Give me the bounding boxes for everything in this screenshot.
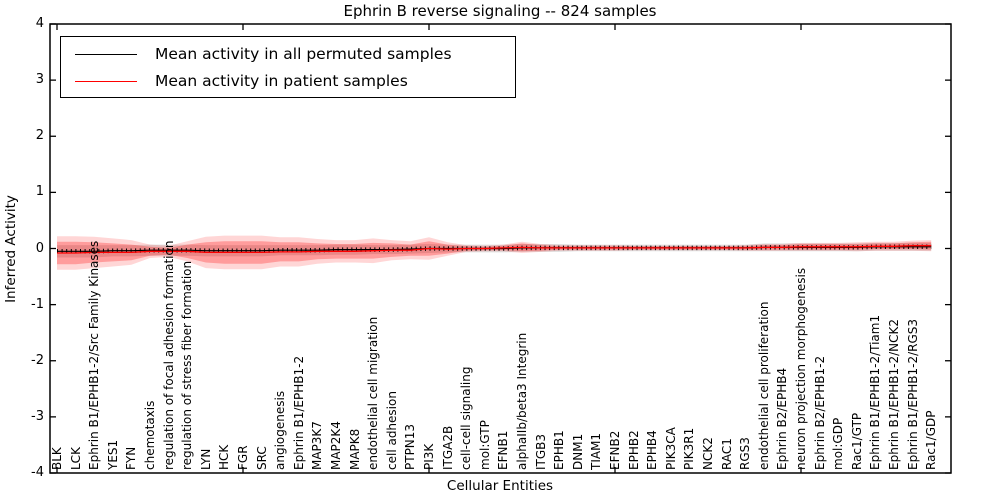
y-tick-label: -1: [31, 296, 44, 312]
x-axis-label: Cellular Entities: [446, 478, 554, 494]
legend-item-patient: Mean activity in patient samples: [61, 68, 408, 94]
y-tick-label: -4: [31, 465, 44, 480]
x-category-label: endothelial cell proliferation: [756, 301, 771, 470]
y-tick-label: 2: [35, 128, 44, 144]
x-category-label: PIK3R1: [682, 427, 697, 470]
legend-label: Mean activity in all permuted samples: [155, 45, 452, 63]
y-tick-label: -3: [31, 408, 44, 424]
legend-label: Mean activity in patient samples: [155, 72, 408, 90]
y-tick-label: 0: [35, 240, 44, 256]
x-category-label: LYN: [198, 448, 213, 470]
x-category-label: cell adhesion: [384, 391, 399, 470]
x-category-label: angiogenesis: [273, 390, 288, 470]
x-category-label: ITGA2B: [440, 425, 455, 470]
y-tick-label: 1: [35, 184, 44, 200]
x-category-label: Ephrin B1/EPHB1-2/NCK2: [887, 319, 901, 470]
x-category-label: MAPK8: [347, 428, 362, 470]
x-category-label: alphaIIb/beta3 Integrin: [515, 332, 529, 470]
x-category-label: LCK: [68, 447, 83, 470]
patient-samples-spread-inner-band: [57, 241, 932, 265]
x-category-label: PTPN13: [403, 423, 418, 470]
x-category-label: NCK2: [701, 437, 715, 470]
chart-title: Ephrin B reverse signaling -- 824 sample…: [343, 2, 657, 20]
x-category-label: Ephrin B1/EPHB1-2/RGS3: [905, 318, 920, 470]
x-category-label: HCK: [217, 444, 232, 470]
y-tick-label: -2: [31, 352, 44, 368]
x-category-label: endothelial cell migration: [366, 316, 381, 470]
legend: Mean activity in all permuted samples Me…: [60, 36, 516, 98]
x-category-label: FYN: [124, 446, 139, 470]
x-category-label: Ephrin B1/EPHB1-2/Tiam1: [868, 314, 883, 470]
x-category-label: Rac1/GTP: [849, 412, 864, 470]
patient-mean-line: [57, 245, 932, 254]
x-category-label: PI3K: [422, 443, 436, 470]
x-category-label: Ephrin B2/EPHB4: [775, 367, 790, 470]
x-category-label: TIAM1: [589, 432, 604, 470]
x-category-label: RAC1: [719, 438, 734, 470]
x-category-label: EPHB1: [552, 430, 567, 470]
x-category-label: RGS3: [738, 437, 753, 470]
x-category-label: Rac1/GDP: [924, 410, 939, 470]
x-category-label: EPHB2: [626, 430, 641, 470]
x-category-label: Ephrin B2/EPHB1-2: [812, 355, 827, 470]
x-category-label: mol:GTP: [477, 420, 492, 470]
x-category-label: PIK3CA: [663, 427, 678, 470]
x-category-label: chemotaxis: [143, 400, 157, 470]
x-category-label: mol:GDP: [831, 417, 846, 470]
x-category-label: EPHB4: [645, 430, 660, 470]
x-category-label: DNM1: [570, 433, 585, 470]
x-category-label: Ephrin B1/EPHB1-2/Src Family Kinases: [87, 240, 102, 470]
x-category-label: neuron projection morphogenesis: [794, 267, 808, 470]
patient-samples-spread-outer-band: [57, 235, 932, 270]
x-category-label: MAP2K4: [329, 421, 343, 470]
x-category-label: SRC: [254, 446, 269, 470]
x-category-label: regulation of stress fiber formation: [180, 260, 195, 470]
x-category-label: ITGB3: [533, 433, 548, 470]
legend-line-patient-icon: [75, 80, 137, 82]
x-category-label: EFNB2: [608, 430, 622, 470]
x-category-label: Ephrin B1/EPHB1-2: [291, 355, 306, 470]
x-category-label: FGR: [236, 445, 250, 470]
legend-item-permuted: Mean activity in all permuted samples: [61, 41, 452, 67]
x-category-label: cell-cell signaling: [459, 366, 474, 471]
x-category-label: MAP3K7: [310, 421, 325, 470]
y-tick-label: 4: [35, 16, 44, 31]
x-category-label: YES1: [105, 439, 120, 470]
legend-line-permuted-icon: [75, 53, 137, 55]
x-category-label: regulation of focal adhesion formation: [161, 240, 176, 470]
x-category-label: BLK: [50, 447, 64, 470]
y-tick-label: 3: [35, 72, 44, 88]
x-category-label: EFNB1: [496, 430, 511, 470]
